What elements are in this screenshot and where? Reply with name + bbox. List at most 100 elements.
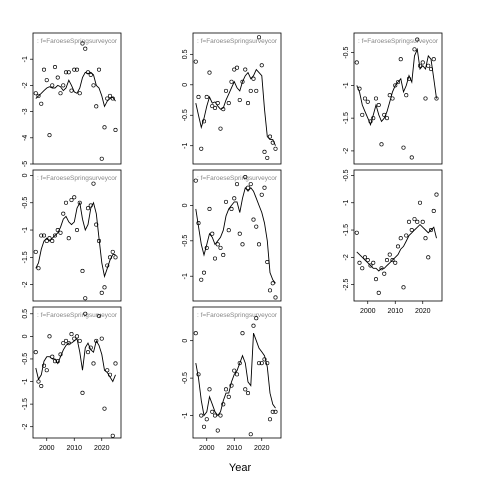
- data-point: [387, 252, 392, 257]
- y-tick-label: -4: [22, 135, 29, 141]
- data-point: [434, 192, 439, 197]
- panel-frame: [32, 32, 122, 165]
- data-point: [58, 230, 63, 235]
- data-point: [368, 263, 373, 268]
- data-point: [417, 200, 423, 205]
- data-point: [223, 88, 229, 93]
- x-tick-label: 2000: [39, 445, 55, 452]
- data-point: [426, 255, 431, 260]
- data-point: [196, 94, 201, 100]
- data-point: [47, 133, 52, 138]
- data-point: [199, 146, 204, 151]
- data-point: [248, 182, 253, 187]
- data-point: [99, 156, 104, 161]
- data-point: [221, 252, 226, 258]
- data-point: [354, 230, 359, 235]
- y-tick-label: -1: [22, 227, 29, 233]
- panel-8: : f=FaroeseSpringsurveycor -1 -0.5 0 2000 201…: [182, 306, 282, 452]
- data-point: [273, 146, 278, 151]
- panel-label: : f=FaroeseSpringsurveycor: [358, 38, 439, 45]
- data-point: [237, 97, 242, 103]
- data-point: [384, 116, 390, 121]
- data-point: [226, 394, 231, 399]
- data-point: [204, 417, 209, 422]
- data-point: [245, 101, 251, 106]
- data-point: [33, 249, 38, 254]
- data-point: [379, 266, 384, 271]
- y-tick-label: -0.5: [182, 235, 189, 247]
- y-tick-label: 0.5: [22, 309, 29, 319]
- panel-4: : f=FaroeseSpringsurveycor -2 -1.5 -1 -0.5 0: [22, 169, 122, 302]
- data-point: [74, 227, 80, 233]
- data-point: [365, 258, 370, 263]
- data-point: [393, 83, 398, 88]
- data-point: [102, 406, 107, 411]
- data-point: [66, 236, 71, 241]
- data-point: [105, 263, 110, 268]
- y-tick-label: 0: [182, 339, 189, 343]
- data-point: [193, 178, 198, 183]
- panel-label: : f=FaroeseSpringsurveycor: [37, 312, 118, 319]
- data-point: [218, 245, 223, 250]
- data-point: [267, 134, 273, 139]
- data-point: [207, 206, 212, 211]
- data-point: [262, 149, 267, 154]
- panel-label: : f=FaroeseSpringsurveycor: [37, 175, 118, 182]
- data-point: [36, 93, 41, 98]
- x-tick-label: 2000: [199, 445, 215, 452]
- data-point: [401, 285, 406, 290]
- data-point: [204, 245, 209, 250]
- y-tick-label: -1: [343, 200, 350, 206]
- data-point: [398, 236, 403, 241]
- data-point: [384, 258, 390, 263]
- data-point: [390, 258, 395, 263]
- data-point: [52, 233, 58, 238]
- data-point: [50, 83, 55, 88]
- data-point: [237, 231, 242, 236]
- data-point: [61, 211, 66, 216]
- data-point: [237, 361, 242, 366]
- data-point: [360, 112, 365, 117]
- data-point: [74, 334, 80, 339]
- data-point: [85, 70, 91, 75]
- data-point: [50, 238, 55, 244]
- data-point: [245, 185, 251, 190]
- panel-label: : f=FaroeseSpringsurveycor: [37, 38, 118, 45]
- data-point: [207, 70, 212, 75]
- data-point: [248, 432, 253, 437]
- data-point: [94, 104, 99, 109]
- data-point: [428, 66, 434, 72]
- data-point: [113, 127, 118, 132]
- data-point: [50, 354, 55, 359]
- data-point: [373, 277, 379, 282]
- data-point: [382, 112, 387, 117]
- y-tick-label: -5: [22, 161, 29, 167]
- data-point: [110, 96, 115, 101]
- fit-line: [356, 223, 437, 272]
- data-point: [254, 316, 259, 321]
- y-tick-label: -1.5: [22, 398, 29, 410]
- data-point: [240, 331, 245, 336]
- data-point: [404, 233, 409, 238]
- fit-line: [35, 337, 116, 383]
- x-tick-label: 2020: [94, 445, 110, 452]
- data-point: [83, 46, 88, 51]
- data-point: [69, 332, 74, 337]
- data-point: [412, 217, 417, 222]
- data-point: [270, 409, 275, 414]
- x-tick-label: 2020: [415, 308, 431, 315]
- x-tick-label: 2010: [387, 308, 403, 315]
- data-point: [412, 47, 417, 52]
- data-point: [256, 242, 262, 247]
- data-point: [55, 359, 60, 364]
- data-point: [223, 199, 229, 204]
- y-tick-label: -2: [22, 281, 29, 287]
- data-point: [36, 379, 41, 384]
- panel-frame: [32, 306, 122, 439]
- data-point: [379, 142, 384, 147]
- data-point: [107, 93, 113, 98]
- data-point: [193, 331, 198, 336]
- data-point: [393, 260, 398, 265]
- data-point: [105, 96, 110, 101]
